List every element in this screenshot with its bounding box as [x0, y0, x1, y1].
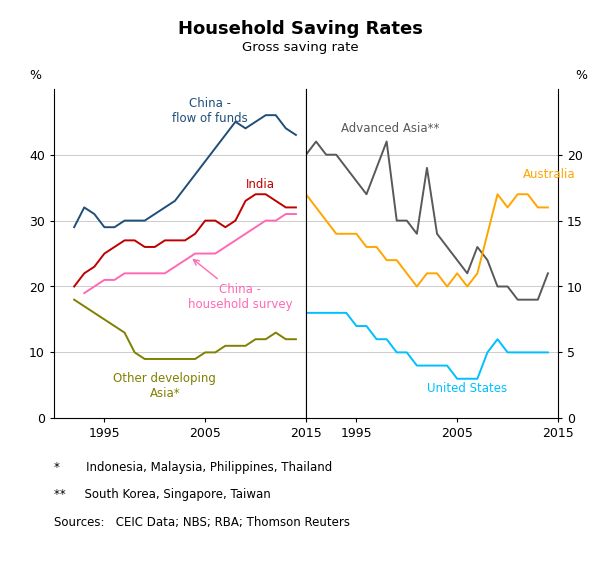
Text: Other developing
Asia*: Other developing Asia* [113, 372, 217, 400]
Text: Household Saving Rates: Household Saving Rates [178, 20, 422, 38]
Text: %: % [575, 69, 587, 82]
Text: United States: United States [427, 382, 508, 395]
Text: Gross saving rate: Gross saving rate [242, 41, 358, 54]
Text: **     South Korea, Singapore, Taiwan: ** South Korea, Singapore, Taiwan [54, 488, 271, 501]
Text: India: India [245, 178, 275, 191]
Text: Sources:   CEIC Data; NBS; RBA; Thomson Reuters: Sources: CEIC Data; NBS; RBA; Thomson Re… [54, 516, 350, 529]
Text: Australia: Australia [523, 168, 575, 181]
Text: %: % [29, 69, 41, 82]
Text: China -
household survey: China - household survey [188, 260, 293, 311]
Text: China -
flow of funds: China - flow of funds [172, 97, 248, 125]
Text: Advanced Asia**: Advanced Asia** [341, 122, 440, 135]
Text: *       Indonesia, Malaysia, Philippines, Thailand: * Indonesia, Malaysia, Philippines, Thai… [54, 461, 332, 474]
